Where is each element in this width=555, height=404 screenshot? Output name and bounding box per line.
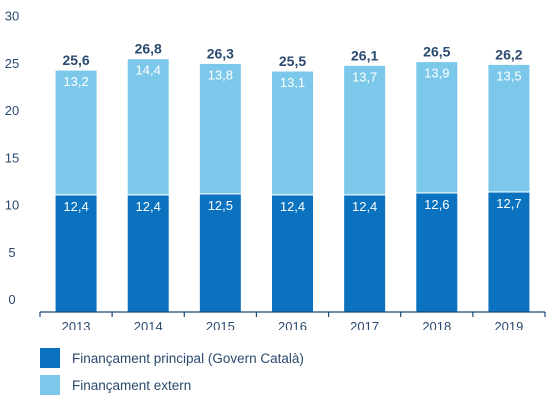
total-label-2016: 25,5: [279, 53, 306, 69]
total-label-2018: 26,5: [423, 44, 450, 60]
bar-segment-2015-0: [198, 193, 242, 313]
bar-segment-2013-0: [54, 194, 98, 313]
x-tick-label-2018: 2018: [422, 319, 451, 330]
x-tick-label-2014: 2014: [134, 319, 163, 330]
y-tick-label-0: 0: [8, 292, 15, 307]
x-tick-label-2019: 2019: [494, 319, 523, 330]
legend-swatch-principal: [40, 348, 60, 368]
bar-segment-2013-1: [54, 69, 98, 196]
y-tick-label-30: 30: [5, 9, 19, 24]
x-tick-label-2016: 2016: [278, 319, 307, 330]
legend-label-extern: Finançament extern: [72, 377, 192, 393]
bar-segment-2018-0: [415, 192, 459, 313]
bar-segment-2018-1: [415, 61, 459, 194]
bar-segment-2014-1: [126, 58, 170, 196]
data-label-2016-0: 12,4: [280, 199, 305, 214]
legend-label-principal: Finançament principal (Govern Català): [72, 350, 304, 366]
y-tick-label-20: 20: [5, 103, 19, 118]
y-tick-label-5: 5: [8, 245, 15, 260]
total-label-2019: 26,2: [495, 46, 522, 62]
data-label-2014-0: 12,4: [136, 199, 161, 214]
bar-segment-2016-1: [271, 70, 314, 196]
legend-item-extern: Finançament extern: [40, 375, 191, 395]
data-label-2018-1: 13,9: [424, 66, 449, 81]
bars: 12,4 13,2 25,6 12,4 14,4 26,8 12,5 13,8 26,3 12,4…: [54, 41, 531, 313]
data-label-2013-0: 12,4: [63, 199, 88, 214]
data-label-2017-1: 13,7: [352, 69, 377, 84]
data-label-2016-1: 13,1: [280, 75, 305, 90]
y-axis: 0 5 10 15 20 25 30: [5, 9, 19, 308]
legend-swatch-extern: [40, 375, 60, 395]
bar-segment-2019-1: [487, 63, 531, 193]
x-tick-label-2017: 2017: [350, 319, 379, 330]
y-tick-label-25: 25: [5, 56, 19, 71]
x-tick-label-2015: 2015: [206, 319, 235, 330]
data-label-2018-0: 12,6: [424, 197, 449, 212]
data-label-2019-0: 12,7: [496, 196, 521, 211]
total-label-2014: 26,8: [135, 41, 162, 57]
total-label-2013: 25,6: [62, 52, 89, 68]
data-label-2019-1: 13,5: [496, 68, 521, 83]
data-label-2013-1: 13,2: [63, 74, 88, 89]
data-label-2017-0: 12,4: [352, 199, 377, 214]
y-tick-label-15: 15: [5, 150, 19, 165]
x-axis: 2013 2014 2015 2016 2017 2018 2019: [39, 311, 546, 330]
legend-item-principal: Finançament principal (Govern Català): [40, 348, 304, 368]
data-label-2015-0: 12,5: [208, 198, 233, 213]
y-tick-label-10: 10: [5, 198, 19, 213]
total-label-2015: 26,3: [207, 45, 234, 61]
data-label-2015-1: 13,8: [208, 67, 233, 82]
data-label-2014-1: 14,4: [136, 63, 161, 78]
x-tick-label-2013: 2013: [62, 319, 91, 330]
total-label-2017: 26,1: [351, 47, 378, 63]
bar-segment-2015-1: [198, 62, 242, 195]
bar-segment-2017-1: [343, 64, 387, 196]
